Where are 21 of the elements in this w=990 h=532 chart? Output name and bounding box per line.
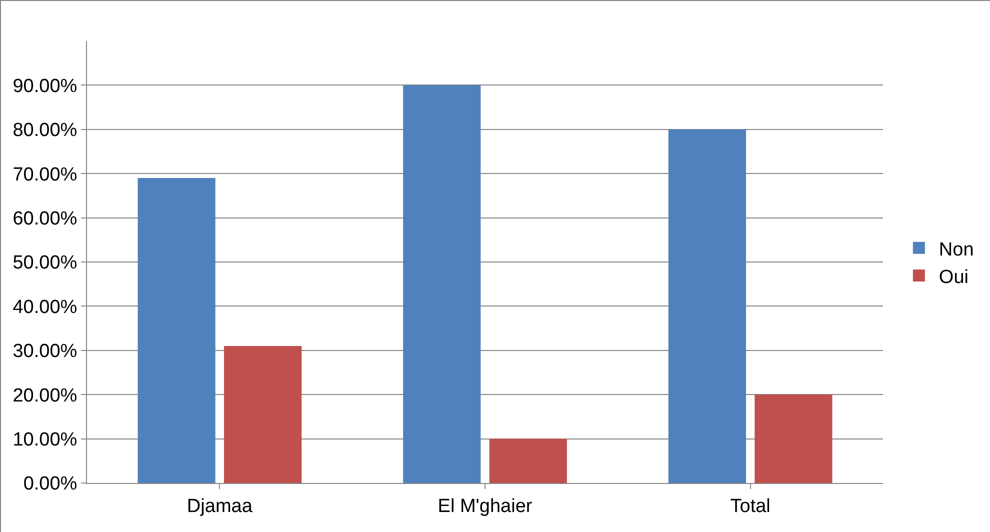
bar [224,346,302,483]
y-tick-label: 30.00% [12,341,78,362]
legend-label: Oui [938,266,968,288]
legend-label: Non [938,239,974,260]
y-tick-label: 80.00% [12,120,78,142]
y-tick-label: 50.00% [12,252,78,274]
bar [489,438,567,483]
y-tick-label: 60.00% [12,208,78,230]
y-tick-label: 40.00% [12,296,78,318]
y-tick-label: 90.00% [12,76,78,97]
bar [138,178,216,483]
bar [754,394,832,483]
bar [668,129,746,483]
x-tick-label: Djamaa [186,496,253,517]
y-tick-label: 70.00% [12,164,78,186]
y-tick-label: 10.00% [12,429,78,450]
bar [403,85,481,483]
x-tick-label: Total [730,496,770,517]
x-tick-label: El M'ghaier [438,496,533,517]
y-tick-label: 0.00% [23,474,78,495]
y-tick-label: 20.00% [12,385,78,406]
